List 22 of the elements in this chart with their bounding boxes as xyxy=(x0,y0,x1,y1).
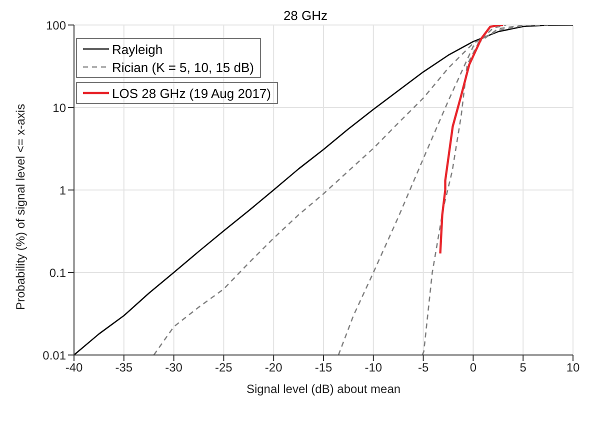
y-tick-label: 0.01 xyxy=(42,348,66,362)
legend-label: LOS 28 GHz (19 Aug 2017) xyxy=(112,86,271,100)
legend-label: Rician (K = 5, 10, 15 dB) xyxy=(112,60,254,74)
x-tick-label: 0 xyxy=(470,360,477,375)
y-tick-label: 10 xyxy=(52,100,66,115)
x-tick-label: -10 xyxy=(364,360,382,375)
x-tick-label: -35 xyxy=(115,360,133,375)
x-tick-label: 5 xyxy=(520,360,527,375)
x-axis-title: Signal level (dB) about mean xyxy=(246,382,401,396)
x-tick-label: 10 xyxy=(566,360,580,375)
x-tick-label: -30 xyxy=(165,360,183,375)
y-tick-label: 100 xyxy=(46,18,66,32)
y-tick-label: 1 xyxy=(59,183,66,198)
x-tick-label: -25 xyxy=(215,360,233,375)
y-axis-title: Probability (%) of signal level <= x-axis xyxy=(13,104,28,310)
x-tick-label: -5 xyxy=(418,360,429,375)
legend-label: Rayleigh xyxy=(112,42,163,56)
x-tick-label: -15 xyxy=(314,360,332,375)
chart-title: 28 GHz xyxy=(283,8,328,23)
x-tick-label: -40 xyxy=(65,360,83,375)
x-tick-label: -20 xyxy=(264,360,283,375)
y-tick-label: 0.1 xyxy=(49,266,66,280)
